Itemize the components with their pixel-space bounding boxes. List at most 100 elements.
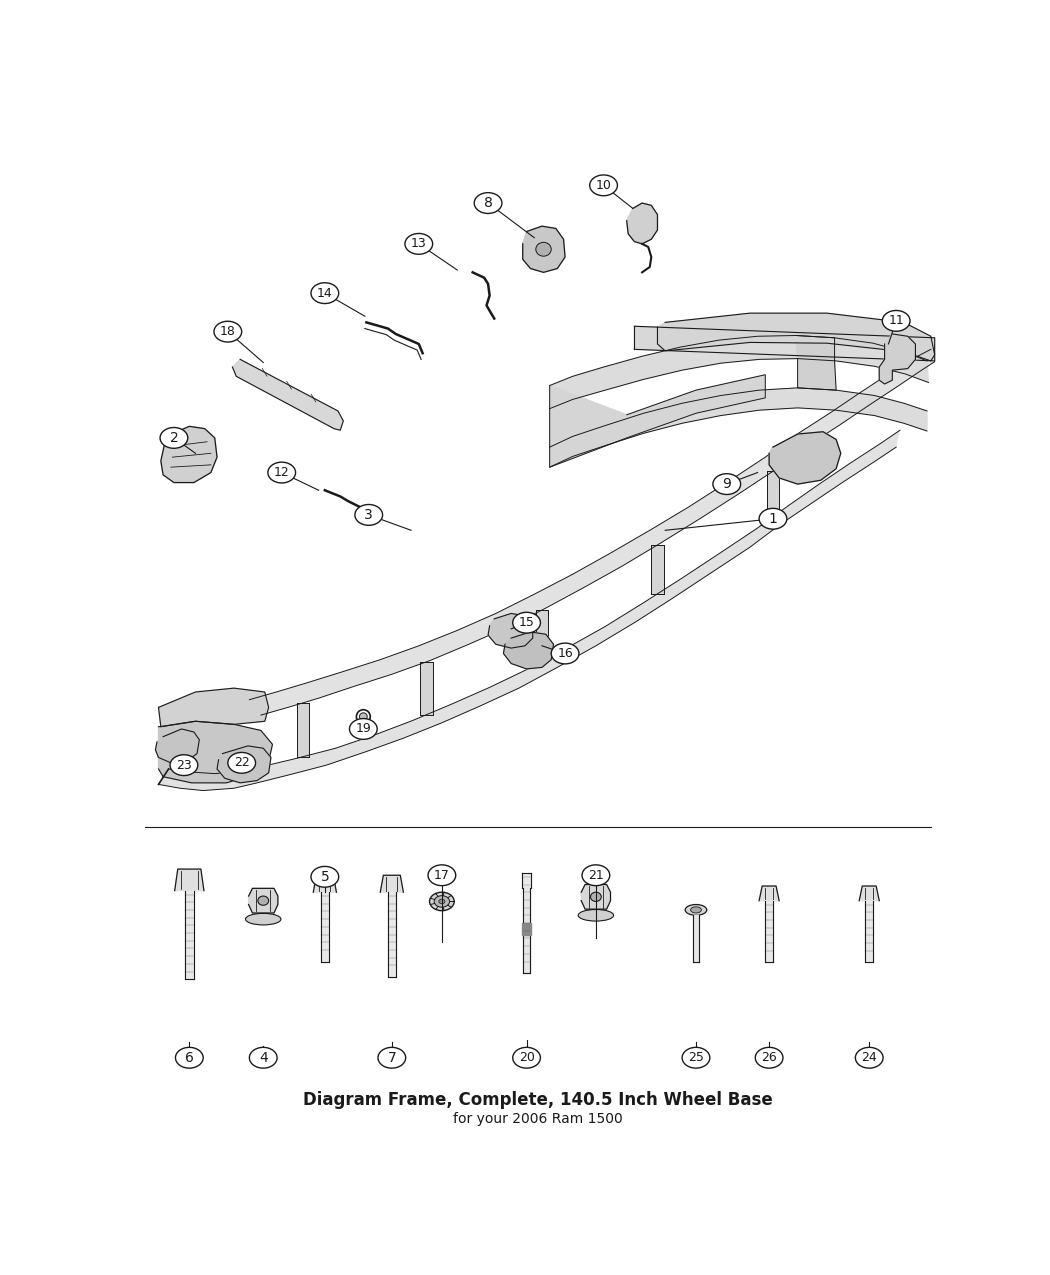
Ellipse shape (759, 509, 786, 529)
Ellipse shape (475, 193, 502, 213)
Ellipse shape (691, 907, 701, 913)
Ellipse shape (439, 899, 445, 904)
Ellipse shape (311, 283, 339, 303)
Ellipse shape (579, 909, 613, 921)
Ellipse shape (536, 242, 551, 256)
Polygon shape (232, 360, 343, 430)
Polygon shape (693, 915, 699, 961)
Ellipse shape (405, 233, 433, 254)
Polygon shape (766, 472, 779, 516)
Polygon shape (159, 722, 273, 783)
Text: 7: 7 (387, 1051, 396, 1065)
Ellipse shape (429, 892, 455, 910)
Polygon shape (522, 923, 531, 935)
Text: 15: 15 (519, 616, 534, 629)
Ellipse shape (686, 904, 707, 915)
Polygon shape (796, 335, 836, 390)
Ellipse shape (355, 505, 382, 525)
Ellipse shape (435, 895, 449, 908)
Polygon shape (634, 326, 934, 361)
Text: 11: 11 (888, 315, 904, 328)
Text: 6: 6 (185, 1051, 194, 1065)
Polygon shape (865, 900, 874, 963)
Ellipse shape (214, 321, 242, 342)
Polygon shape (155, 729, 200, 762)
Ellipse shape (512, 612, 541, 634)
Ellipse shape (378, 1047, 405, 1068)
Circle shape (359, 713, 368, 720)
Polygon shape (161, 426, 217, 482)
Text: 8: 8 (484, 196, 492, 210)
Text: for your 2006 Ram 1500: for your 2006 Ram 1500 (454, 1112, 623, 1126)
Polygon shape (879, 334, 916, 384)
Text: 14: 14 (317, 287, 333, 300)
Ellipse shape (311, 867, 339, 887)
Polygon shape (420, 662, 433, 715)
Text: 21: 21 (588, 868, 604, 882)
Polygon shape (522, 873, 531, 889)
Polygon shape (550, 375, 765, 467)
Ellipse shape (250, 1047, 277, 1068)
Ellipse shape (551, 643, 579, 664)
Ellipse shape (170, 755, 197, 775)
Ellipse shape (246, 913, 281, 924)
Text: 18: 18 (219, 325, 236, 338)
Ellipse shape (590, 175, 617, 196)
Polygon shape (313, 875, 336, 892)
Polygon shape (523, 226, 565, 273)
Ellipse shape (428, 864, 456, 886)
Polygon shape (185, 891, 194, 979)
Polygon shape (297, 703, 310, 756)
Polygon shape (174, 870, 204, 891)
Ellipse shape (258, 896, 269, 905)
Polygon shape (380, 875, 403, 892)
Text: 17: 17 (434, 868, 449, 882)
Polygon shape (765, 900, 773, 963)
Ellipse shape (228, 752, 255, 773)
Text: 13: 13 (411, 237, 426, 250)
Text: 5: 5 (320, 870, 330, 884)
Polygon shape (217, 746, 271, 783)
Text: 1: 1 (769, 511, 777, 525)
Polygon shape (859, 886, 879, 900)
Polygon shape (321, 892, 329, 961)
Text: 19: 19 (356, 723, 372, 736)
Ellipse shape (682, 1047, 710, 1068)
Ellipse shape (882, 311, 910, 332)
Polygon shape (550, 335, 928, 409)
Polygon shape (759, 886, 779, 900)
Polygon shape (523, 889, 530, 973)
Polygon shape (582, 885, 610, 909)
Polygon shape (159, 430, 900, 790)
Polygon shape (657, 314, 934, 361)
Polygon shape (651, 544, 664, 594)
Ellipse shape (856, 1047, 883, 1068)
Text: Diagram Frame, Complete, 140.5 Inch Wheel Base: Diagram Frame, Complete, 140.5 Inch Whee… (303, 1091, 773, 1109)
Text: 2: 2 (169, 431, 179, 445)
Ellipse shape (713, 474, 740, 495)
Text: 3: 3 (364, 507, 373, 521)
Text: 24: 24 (861, 1052, 877, 1065)
Text: 25: 25 (688, 1052, 704, 1065)
Text: 9: 9 (722, 477, 731, 491)
Ellipse shape (268, 462, 296, 483)
Polygon shape (536, 609, 548, 662)
Polygon shape (388, 892, 396, 977)
Polygon shape (504, 632, 553, 669)
Ellipse shape (160, 427, 188, 449)
Text: 12: 12 (274, 467, 290, 479)
Polygon shape (250, 349, 934, 715)
Text: 10: 10 (595, 179, 611, 191)
Ellipse shape (755, 1047, 783, 1068)
Ellipse shape (350, 719, 377, 739)
Text: 22: 22 (234, 756, 250, 769)
Text: 26: 26 (761, 1052, 777, 1065)
Ellipse shape (512, 1047, 541, 1068)
Text: 4: 4 (259, 1051, 268, 1065)
Text: 23: 23 (176, 759, 192, 771)
Text: 16: 16 (558, 646, 573, 660)
Polygon shape (769, 432, 841, 484)
Ellipse shape (590, 892, 602, 901)
Polygon shape (249, 889, 278, 913)
Ellipse shape (582, 864, 610, 886)
